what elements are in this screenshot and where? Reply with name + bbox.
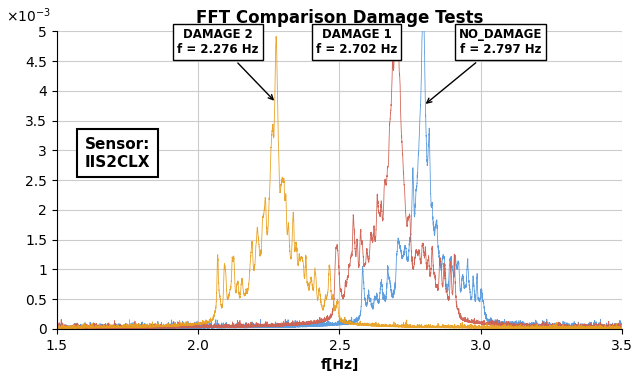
- Text: Sensor:
IIS2CLX: Sensor: IIS2CLX: [85, 137, 150, 169]
- Text: DAMAGE 1
f = 2.702 Hz: DAMAGE 1 f = 2.702 Hz: [316, 28, 397, 56]
- Text: DAMAGE 2
f = 2.276 Hz: DAMAGE 2 f = 2.276 Hz: [177, 28, 273, 100]
- Title: FFT Comparison Damage Tests: FFT Comparison Damage Tests: [196, 9, 483, 27]
- Text: NO_DAMAGE
f = 2.797 Hz: NO_DAMAGE f = 2.797 Hz: [427, 28, 542, 103]
- X-axis label: f[Hz]: f[Hz]: [320, 358, 358, 372]
- Text: $\times 10^{-3}$: $\times 10^{-3}$: [6, 7, 51, 25]
